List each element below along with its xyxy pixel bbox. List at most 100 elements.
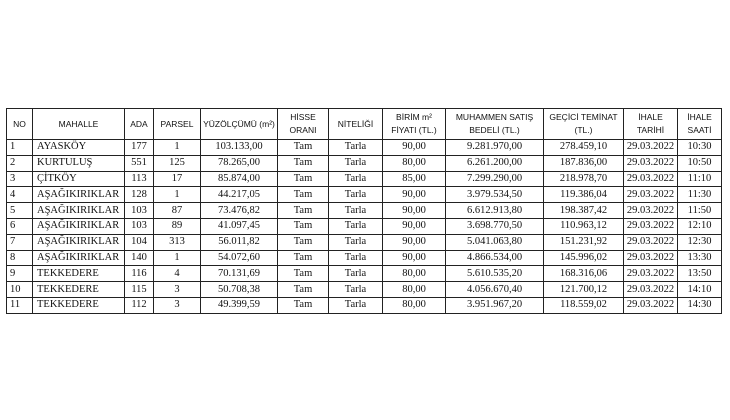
cell-ihale-saati: 12:10 <box>677 217 722 235</box>
table-row: 11 TEKKEDERE 112 3 49.399,59 Tam Tarla 80,00 3.9… <box>6 296 722 314</box>
cell-mahalle: AŞAĞIKIRIKLAR <box>32 217 125 235</box>
cell-birim-fiyat: 80,00 <box>382 296 446 314</box>
cell-hisse-orani: Tam <box>277 233 329 251</box>
cell-gecici-teminat: 168.316,06 <box>543 265 624 283</box>
cell-gecici-teminat: 187.836,00 <box>543 154 624 172</box>
cell-ihale-tarihi: 29.03.2022 <box>623 249 678 267</box>
cell-no: 7 <box>6 233 33 251</box>
cell-hisse-orani: Tam <box>277 281 329 298</box>
cell-gecici-teminat: 218.978,70 <box>543 170 624 188</box>
cell-birim-fiyat: 80,00 <box>382 281 446 298</box>
cell-muhammen-bedel: 5.610.535,20 <box>445 265 544 283</box>
cell-birim-fiyat: 90,00 <box>382 186 446 204</box>
cell-no: 4 <box>6 186 33 204</box>
header-ihale-tarihi: İHALE TARİHİ <box>623 108 678 140</box>
header-mahalle: MAHALLE <box>32 108 125 140</box>
cell-gecici-teminat: 198.387,42 <box>543 202 624 219</box>
table-row: 4 AŞAĞIKIRIKLAR 128 1 44.217,05 Tam Tarla 90,00… <box>6 186 722 204</box>
cell-ihale-tarihi: 29.03.2022 <box>623 265 678 283</box>
table-row: 7 AŞAĞIKIRIKLAR 104 313 56.011,82 Tam Tarla 90,… <box>6 233 722 251</box>
table-row: 9 TEKKEDERE 116 4 70.131,69 Tam Tarla 80,00 5.61… <box>6 265 722 283</box>
cell-niteligi: Tarla <box>328 296 383 314</box>
header-niteligi: NİTELİĞİ <box>328 108 383 140</box>
cell-muhammen-bedel: 6.612.913,80 <box>445 202 544 219</box>
cell-mahalle: AŞAĞIKIRIKLAR <box>32 233 125 251</box>
cell-muhammen-bedel: 9.281.970,00 <box>445 139 544 156</box>
cell-parsel: 17 <box>153 170 201 188</box>
auction-table: NO MAHALLE ADA PARSEL YÜZÖLÇÜMÜ (m²) HİSSE OR… <box>6 108 722 314</box>
cell-ada: 115 <box>124 281 154 298</box>
header-gecici-teminat: GEÇİCİ TEMİNAT (TL.) <box>543 108 624 140</box>
table-row: 10 TEKKEDERE 115 3 50.708,38 Tam Tarla 80,00 4.0… <box>6 281 722 298</box>
cell-niteligi: Tarla <box>328 265 383 283</box>
cell-ihale-saati: 11:30 <box>677 186 722 204</box>
cell-muhammen-bedel: 3.698.770,50 <box>445 217 544 235</box>
cell-muhammen-bedel: 4.866.534,00 <box>445 249 544 267</box>
cell-ihale-saati: 11:10 <box>677 170 722 188</box>
cell-ihale-tarihi: 29.03.2022 <box>623 217 678 235</box>
cell-hisse-orani: Tam <box>277 139 329 156</box>
cell-ada: 103 <box>124 217 154 235</box>
cell-no: 10 <box>6 281 33 298</box>
cell-mahalle: AŞAĞIKIRIKLAR <box>32 249 125 267</box>
cell-mahalle: AŞAĞIKIRIKLAR <box>32 202 125 219</box>
header-no: NO <box>6 108 33 140</box>
cell-parsel: 1 <box>153 139 201 156</box>
cell-ihale-tarihi: 29.03.2022 <box>623 296 678 314</box>
cell-ihale-tarihi: 29.03.2022 <box>623 154 678 172</box>
cell-gecici-teminat: 119.386,04 <box>543 186 624 204</box>
cell-yuzolcumu: 54.072,60 <box>200 249 278 267</box>
cell-ihale-tarihi: 29.03.2022 <box>623 170 678 188</box>
cell-gecici-teminat: 110.963,12 <box>543 217 624 235</box>
cell-birim-fiyat: 90,00 <box>382 139 446 156</box>
cell-birim-fiyat: 85,00 <box>382 170 446 188</box>
cell-ihale-saati: 11:50 <box>677 202 722 219</box>
cell-hisse-orani: Tam <box>277 154 329 172</box>
cell-ada: 112 <box>124 296 154 314</box>
cell-ada: 128 <box>124 186 154 204</box>
cell-parsel: 89 <box>153 217 201 235</box>
cell-niteligi: Tarla <box>328 139 383 156</box>
cell-yuzolcumu: 44.217,05 <box>200 186 278 204</box>
cell-gecici-teminat: 278.459,10 <box>543 139 624 156</box>
cell-yuzolcumu: 70.131,69 <box>200 265 278 283</box>
cell-yuzolcumu: 85.874,00 <box>200 170 278 188</box>
cell-ada: 103 <box>124 202 154 219</box>
cell-birim-fiyat: 80,00 <box>382 265 446 283</box>
cell-parsel: 125 <box>153 154 201 172</box>
cell-birim-fiyat: 90,00 <box>382 249 446 267</box>
cell-birim-fiyat: 90,00 <box>382 217 446 235</box>
cell-mahalle: TEKKEDERE <box>32 281 125 298</box>
cell-no: 3 <box>6 170 33 188</box>
table-row: 2 KURTULUŞ 551 125 78.265,00 Tam Tarla 80,00 6.2… <box>6 154 722 172</box>
header-ihale-saati: İHALE SAATİ <box>677 108 722 140</box>
cell-muhammen-bedel: 4.056.670,40 <box>445 281 544 298</box>
cell-niteligi: Tarla <box>328 217 383 235</box>
cell-no: 1 <box>6 139 33 156</box>
cell-ihale-tarihi: 29.03.2022 <box>623 202 678 219</box>
cell-hisse-orani: Tam <box>277 296 329 314</box>
cell-muhammen-bedel: 3.979.534,50 <box>445 186 544 204</box>
cell-no: 2 <box>6 154 33 172</box>
cell-birim-fiyat: 90,00 <box>382 202 446 219</box>
header-ada: ADA <box>124 108 154 140</box>
cell-ihale-saati: 13:50 <box>677 265 722 283</box>
cell-gecici-teminat: 118.559,02 <box>543 296 624 314</box>
cell-muhammen-bedel: 7.299.290,00 <box>445 170 544 188</box>
cell-niteligi: Tarla <box>328 202 383 219</box>
cell-ihale-saati: 14:10 <box>677 281 722 298</box>
cell-no: 6 <box>6 217 33 235</box>
cell-parsel: 313 <box>153 233 201 251</box>
cell-ihale-saati: 12:30 <box>677 233 722 251</box>
cell-hisse-orani: Tam <box>277 249 329 267</box>
cell-ada: 116 <box>124 265 154 283</box>
cell-muhammen-bedel: 5.041.063,80 <box>445 233 544 251</box>
header-parsel: PARSEL <box>153 108 201 140</box>
cell-yuzolcumu: 49.399,59 <box>200 296 278 314</box>
cell-parsel: 1 <box>153 186 201 204</box>
cell-hisse-orani: Tam <box>277 170 329 188</box>
cell-mahalle: TEKKEDERE <box>32 265 125 283</box>
cell-ihale-tarihi: 29.03.2022 <box>623 233 678 251</box>
cell-niteligi: Tarla <box>328 186 383 204</box>
cell-mahalle: TEKKEDERE <box>32 296 125 314</box>
